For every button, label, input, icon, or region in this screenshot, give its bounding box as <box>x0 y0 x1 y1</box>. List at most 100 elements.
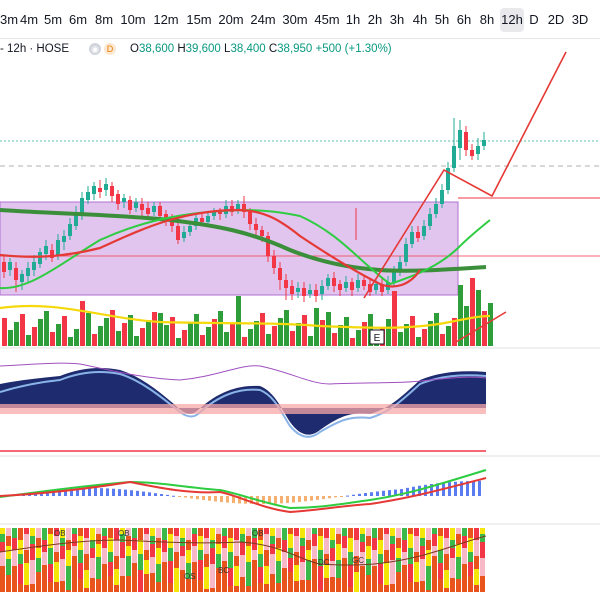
indicator-bar-segment <box>102 548 107 564</box>
indicator-bar-segment <box>276 538 281 548</box>
timeframe-12m[interactable]: 12m <box>153 12 179 27</box>
candle-body <box>416 232 420 238</box>
candle-body <box>332 278 336 286</box>
indicator-bar-segment <box>276 561 281 583</box>
indicator-bar-segment <box>468 538 473 552</box>
timeframe-5m[interactable]: 5m <box>43 12 63 27</box>
indicator-bar-segment <box>96 534 101 544</box>
macd-histogram-bar <box>316 496 319 500</box>
dividend-badge[interactable]: D <box>104 43 116 55</box>
indicator-bar-segment <box>270 574 275 592</box>
timeframe-2D[interactable]: 2D <box>547 12 565 27</box>
indicator-bar-segment <box>330 548 335 561</box>
volume-bar <box>470 278 475 346</box>
indicator-bar-segment <box>468 552 473 562</box>
indicator-bar-segment <box>144 574 149 592</box>
indicator-bar-segment <box>234 540 239 556</box>
indicator-bar-segment <box>342 558 347 578</box>
candle-body <box>434 204 438 214</box>
timeframe-10m[interactable]: 10m <box>120 12 146 27</box>
candle-body <box>176 226 180 240</box>
indicator-bar-segment <box>36 548 41 558</box>
timeframe-1h[interactable]: 1h <box>345 12 361 27</box>
candle-body <box>380 284 384 292</box>
timeframe-3D[interactable]: 3D <box>571 12 589 27</box>
timeframe-2h[interactable]: 2h <box>367 12 383 27</box>
timeframe-3h[interactable]: 3h <box>389 12 405 27</box>
candle-body <box>248 212 252 224</box>
indicator-bar-segment <box>264 566 269 584</box>
volume-bar <box>488 303 493 346</box>
os-label: OS <box>184 572 196 581</box>
indicator-bar-segment <box>306 550 311 560</box>
timeframe-30m[interactable]: 30m <box>282 12 308 27</box>
indicator-bar-segment <box>264 528 269 534</box>
indicator-bar-segment <box>72 546 77 556</box>
indicator-bar-segment <box>270 536 275 544</box>
indicator-bar-segment <box>120 558 125 576</box>
indicator-bar-segment <box>258 583 263 592</box>
volume-bar <box>86 313 91 346</box>
slow-moving-average <box>0 208 487 273</box>
candle-body <box>206 216 210 222</box>
timeframe-8h[interactable]: 8h <box>479 12 495 27</box>
eye-icon[interactable]: ◉ <box>89 43 101 55</box>
candle-body <box>62 236 66 242</box>
indicator-bar-segment <box>216 568 221 592</box>
indicator-bar-segment <box>42 528 47 540</box>
indicator-bar-segment <box>216 534 221 544</box>
volume-moving-average <box>0 304 491 329</box>
indicator-bar-segment <box>282 528 287 540</box>
timeframe-24m[interactable]: 24m <box>250 12 276 27</box>
indicator-bar-segment <box>456 534 461 544</box>
indicator-bar-segment <box>174 536 179 552</box>
volume-bar <box>218 311 223 346</box>
indicator-bar-segment <box>180 528 185 538</box>
symbol-name[interactable]: - 12h · HOSE <box>0 43 70 55</box>
candle-body <box>302 288 306 296</box>
indicator-bar-segment <box>162 552 167 562</box>
timeframe-15m[interactable]: 15m <box>186 12 212 27</box>
volume-bar <box>290 331 295 346</box>
indicator-bar-segment <box>396 558 401 572</box>
macd-histogram-bar <box>310 496 313 501</box>
indicator-bar-segment <box>108 562 113 576</box>
timeframe-6m[interactable]: 6m <box>68 12 88 27</box>
indicator-bar-segment <box>336 534 341 544</box>
indicator-bar-segment <box>258 567 263 583</box>
timeframe-4m[interactable]: 4m <box>19 12 39 27</box>
indicator-bar-segment <box>114 556 119 569</box>
timeframe-45m[interactable]: 45m <box>314 12 340 27</box>
candle-body <box>476 146 480 154</box>
timeframe-3m[interactable]: 3m <box>0 12 19 27</box>
ohlc-readout: O38,600 H39,600 L38,400 C38,950 +500 (+1… <box>130 43 392 55</box>
indicator-bar-segment <box>438 579 443 592</box>
indicator-bar-segment <box>174 568 179 592</box>
indicator-bar-segment <box>300 562 305 580</box>
timeframe-8m[interactable]: 8m <box>94 12 114 27</box>
macd-histogram-bar <box>346 495 349 497</box>
timeframe-6h[interactable]: 6h <box>456 12 472 27</box>
indicator-bar-segment <box>84 554 89 570</box>
timeframe-12h[interactable]: 12h <box>500 8 524 32</box>
indicator-bar-segment <box>96 557 101 579</box>
volume-bar <box>62 316 67 346</box>
indicator-bar-segment <box>210 540 215 548</box>
candle-body <box>182 232 186 238</box>
earnings-event-label[interactable]: E <box>374 333 381 344</box>
indicator-bar-segment <box>294 552 299 565</box>
indicator-bar-segment <box>66 590 71 592</box>
indicator-bar-segment <box>54 528 59 536</box>
timeframe-4h[interactable]: 4h <box>412 12 428 27</box>
volume-bar <box>80 301 85 346</box>
earnings-event-badge[interactable] <box>369 329 385 345</box>
timeframe-D[interactable]: D <box>529 12 539 27</box>
indicator-bar-segment <box>66 540 71 550</box>
candle-body <box>86 192 90 200</box>
candle-body <box>128 200 132 210</box>
volume-bar <box>392 291 397 346</box>
timeframe-5h[interactable]: 5h <box>434 12 450 27</box>
candle-body <box>104 184 108 190</box>
timeframe-20m[interactable]: 20m <box>218 12 244 27</box>
